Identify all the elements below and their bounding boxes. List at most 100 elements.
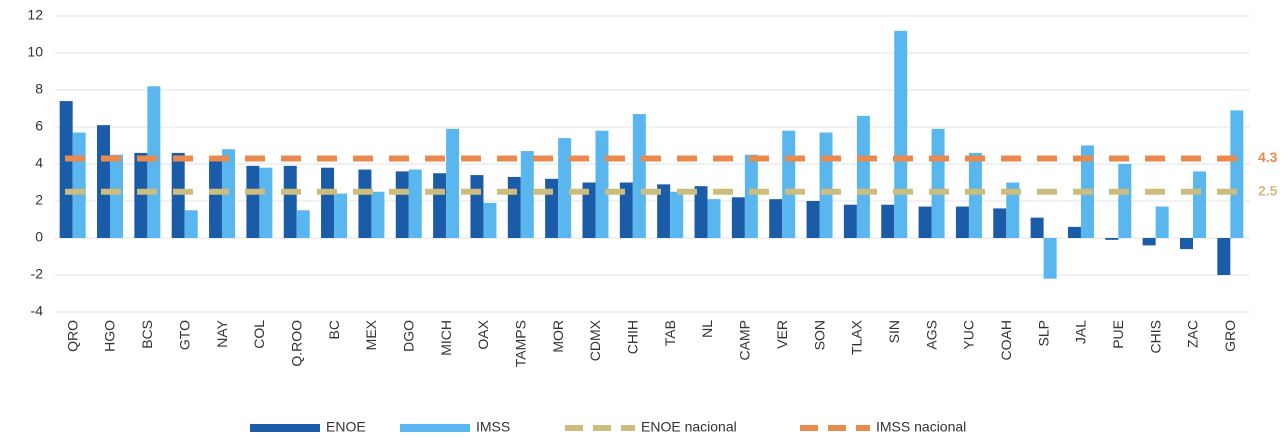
x-tick-label: CDMX xyxy=(587,319,603,361)
x-tick-label: Q.ROO xyxy=(288,320,304,367)
bar xyxy=(470,175,484,238)
bar xyxy=(1230,110,1244,238)
bar xyxy=(670,191,684,238)
x-tick-label: MOR xyxy=(550,320,566,353)
x-tick-label: CAMP xyxy=(737,320,753,360)
bar xyxy=(147,86,161,238)
bar xyxy=(782,130,796,238)
bar xyxy=(1067,226,1081,238)
x-tick-label: GRO xyxy=(1222,320,1238,352)
bar xyxy=(582,182,596,238)
legend-label: IMSS xyxy=(476,419,510,435)
bar xyxy=(334,193,348,238)
y-tick-label: 2 xyxy=(35,192,43,208)
bar xyxy=(246,165,260,238)
y-tick-label: 6 xyxy=(35,118,43,134)
legend-swatch xyxy=(250,424,320,432)
x-tick-label: DGO xyxy=(400,320,416,352)
bar xyxy=(545,178,559,238)
bar xyxy=(1006,182,1020,238)
legend-swatch xyxy=(400,424,470,432)
x-tick-label: SLP xyxy=(1035,320,1051,346)
bar xyxy=(1030,217,1044,238)
bar xyxy=(1179,238,1193,250)
reference-label: 2.5 xyxy=(1258,182,1278,198)
bar xyxy=(72,132,86,238)
legend-label: ENOE xyxy=(326,419,366,435)
bar xyxy=(1105,238,1119,240)
x-tick-label: COL xyxy=(251,320,267,349)
bar xyxy=(283,165,297,238)
bar xyxy=(968,152,982,238)
bar xyxy=(184,210,198,238)
bar xyxy=(483,202,497,238)
x-tick-label: TLAX xyxy=(849,319,865,355)
legend-label: ENOE nacional xyxy=(641,419,737,435)
bar xyxy=(209,156,223,238)
x-tick-label: COAH xyxy=(998,320,1014,360)
bar xyxy=(59,101,73,238)
reference-label: 4.3 xyxy=(1258,149,1278,165)
y-tick-label: 10 xyxy=(27,44,43,60)
y-tick-label: 12 xyxy=(27,7,43,23)
bar xyxy=(657,184,671,238)
y-tick-label: 4 xyxy=(35,155,43,171)
bar xyxy=(358,169,372,238)
x-tick-label: ZAC xyxy=(1185,320,1201,348)
bar xyxy=(632,114,646,238)
bar xyxy=(110,154,124,238)
bar xyxy=(856,115,870,238)
y-tick-label: -4 xyxy=(31,303,44,319)
x-tick-label: HGO xyxy=(102,320,118,352)
bar xyxy=(171,152,185,238)
x-tick-label: AGS xyxy=(923,320,939,350)
x-tick-label: NL xyxy=(699,320,715,338)
x-tick-label: TAB xyxy=(662,320,678,346)
bar xyxy=(931,128,945,238)
bar xyxy=(433,173,447,238)
bar xyxy=(881,204,895,238)
x-tick-label: VER xyxy=(774,320,790,349)
bar xyxy=(395,171,409,238)
x-tick-label: CHIH xyxy=(625,320,641,354)
bar xyxy=(558,138,572,238)
bar xyxy=(296,210,310,238)
bar xyxy=(408,169,422,238)
bar xyxy=(619,182,633,238)
legend-label: IMSS nacional xyxy=(876,419,966,435)
bar xyxy=(707,199,721,238)
x-tick-label: MEX xyxy=(363,319,379,350)
x-tick-label: QRO xyxy=(64,320,80,352)
bar xyxy=(520,151,534,238)
bar xyxy=(769,199,783,238)
x-tick-label: TAMPS xyxy=(513,320,529,367)
bar xyxy=(259,167,273,238)
x-tick-label: MICH xyxy=(438,320,454,356)
bar xyxy=(731,197,745,238)
x-tick-label: SON xyxy=(811,320,827,350)
bar xyxy=(843,204,857,238)
bar xyxy=(97,125,111,238)
bar xyxy=(1217,238,1231,275)
bar xyxy=(321,167,335,238)
bar xyxy=(918,206,932,238)
bar xyxy=(955,206,969,238)
x-tick-label: PUE xyxy=(1110,320,1126,349)
bar xyxy=(595,130,609,238)
x-tick-label: SIN xyxy=(886,320,902,343)
bar xyxy=(1155,206,1169,238)
bar xyxy=(1043,238,1057,279)
bar xyxy=(1192,171,1206,238)
x-tick-label: CHIS xyxy=(1147,320,1163,353)
x-tick-label: NAY xyxy=(214,319,230,347)
bar xyxy=(1118,164,1132,238)
y-tick-label: 0 xyxy=(35,229,43,245)
x-tick-label: YUC xyxy=(961,320,977,350)
bar xyxy=(819,132,833,238)
bar xyxy=(134,152,148,238)
x-tick-label: BC xyxy=(326,320,342,339)
y-tick-label: 8 xyxy=(35,81,43,97)
bar xyxy=(446,128,460,238)
bar xyxy=(744,154,758,238)
